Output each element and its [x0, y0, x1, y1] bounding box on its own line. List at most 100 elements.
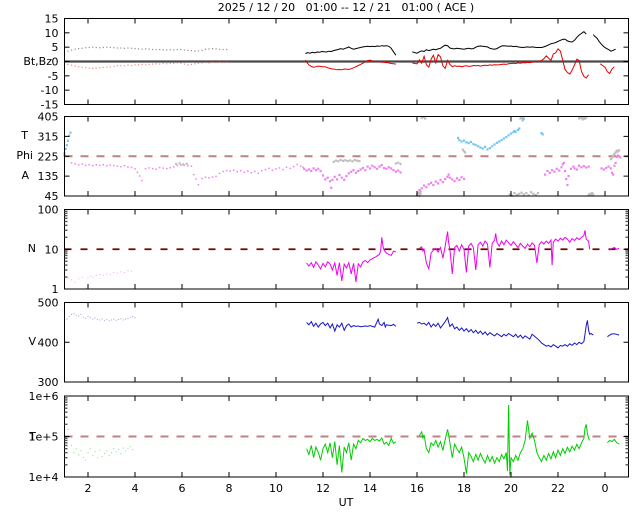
point-phi-away — [397, 169, 400, 172]
point-v-old — [75, 314, 77, 316]
point-bz-old — [99, 67, 101, 69]
point-bt-old — [95, 46, 97, 49]
point-phi-uncertain — [592, 193, 595, 196]
point-phi-away — [359, 168, 362, 171]
point-v-old — [125, 318, 127, 320]
point-phi-old — [70, 162, 73, 164]
point-phi-old — [232, 169, 235, 171]
point-phi-uncertain — [424, 117, 427, 120]
point-bz-old — [92, 67, 94, 69]
point-phi-away — [307, 168, 310, 171]
point-bt-old — [113, 47, 115, 49]
point-phi-toward — [516, 128, 520, 132]
point-t-old — [118, 448, 120, 450]
point-phi-away — [314, 169, 317, 172]
point-phi-away — [326, 176, 329, 179]
point-phi-toward — [491, 145, 494, 148]
series-v-old — [64, 313, 136, 322]
point-phi-old — [250, 172, 253, 174]
point-phi-uncertain — [521, 116, 524, 120]
point-phi-uncertain — [420, 116, 423, 120]
point-bz-old — [222, 62, 224, 64]
point-phi-uncertain — [614, 151, 617, 154]
point-t-old — [108, 454, 110, 456]
point-phi-away — [455, 177, 458, 180]
point-bz-old — [208, 62, 210, 64]
point-phi-away — [618, 155, 621, 158]
point-n-old — [109, 274, 111, 276]
point-n-old — [127, 270, 129, 272]
point-bt-old — [190, 50, 192, 52]
point-phi-old — [285, 166, 288, 168]
point-v-old — [101, 318, 103, 320]
point-bz-old — [81, 66, 83, 68]
point-phi-uncertain — [587, 194, 590, 197]
point-bt-old — [88, 46, 90, 49]
point-phi-away — [434, 180, 437, 183]
point-phi-away — [354, 171, 357, 174]
point-phi-uncertain — [618, 149, 621, 152]
point-phi-away — [430, 181, 433, 184]
y-tick-label: 135 — [38, 170, 59, 183]
point-bz-old — [67, 63, 69, 65]
point-v-old — [66, 318, 68, 320]
point-phi-old — [302, 166, 304, 168]
point-phi-away — [612, 173, 615, 176]
x-tick-label: 8 — [226, 482, 233, 495]
point-phi-old — [289, 167, 291, 170]
point-phi-away — [582, 165, 585, 168]
point-bt-old — [201, 49, 203, 51]
point-phi-old — [282, 168, 284, 171]
point-t-old — [129, 446, 131, 448]
point-phi-away — [458, 178, 461, 181]
point-phi-uncertain — [529, 191, 533, 194]
point-bz-old — [201, 62, 203, 64]
point-n-old — [78, 278, 80, 280]
x-tick-label: 22 — [551, 482, 565, 495]
point-phi-toward — [465, 141, 468, 144]
point-phi-away — [357, 169, 360, 173]
x-tick-label: 20 — [504, 482, 518, 495]
point-t-old — [111, 452, 113, 454]
point-bz-old — [145, 64, 147, 66]
point-phi-away — [310, 169, 313, 173]
point-phi-toward — [477, 145, 480, 148]
point-phi-away — [444, 177, 447, 181]
point-bt-old — [169, 49, 171, 51]
point-bt-old — [215, 48, 217, 50]
point-phi-old — [102, 163, 104, 166]
point-phi-uncertain — [417, 191, 420, 194]
point-phi-away — [558, 169, 561, 172]
point-phi-old — [116, 165, 119, 167]
point-t-old — [122, 447, 124, 449]
point-phi-old — [92, 164, 94, 167]
point-bz-old — [71, 64, 73, 66]
point-bt-old — [85, 47, 87, 49]
point-phi-uncertain — [534, 193, 537, 196]
point-bz-old — [134, 64, 136, 66]
point-phi-away — [380, 164, 383, 167]
point-phi-away — [392, 169, 395, 172]
point-phi-old — [211, 176, 214, 178]
point-phi-old — [275, 168, 277, 170]
point-phi-old — [158, 166, 161, 169]
series-t — [306, 404, 620, 476]
point-phi-uncertain — [589, 193, 592, 196]
point-phi-uncertain — [515, 193, 518, 196]
point-v-old — [132, 315, 134, 317]
point-phi-away — [437, 182, 440, 185]
point-bt-old — [162, 49, 164, 51]
point-phi-away — [378, 165, 381, 168]
point-phi-away — [609, 167, 612, 170]
point-t-old — [96, 457, 98, 459]
x-tick-label: 10 — [269, 482, 283, 495]
axis-label-density: N — [27, 242, 36, 255]
point-t-old — [113, 448, 115, 450]
point-bt-old — [212, 48, 214, 50]
point-phi-away — [338, 173, 341, 177]
point-phi-uncertain — [610, 156, 614, 159]
point-n-old — [120, 271, 122, 273]
point-v-old — [99, 319, 101, 321]
x-tick-label: 14 — [363, 482, 377, 495]
point-bz-old — [127, 64, 129, 66]
